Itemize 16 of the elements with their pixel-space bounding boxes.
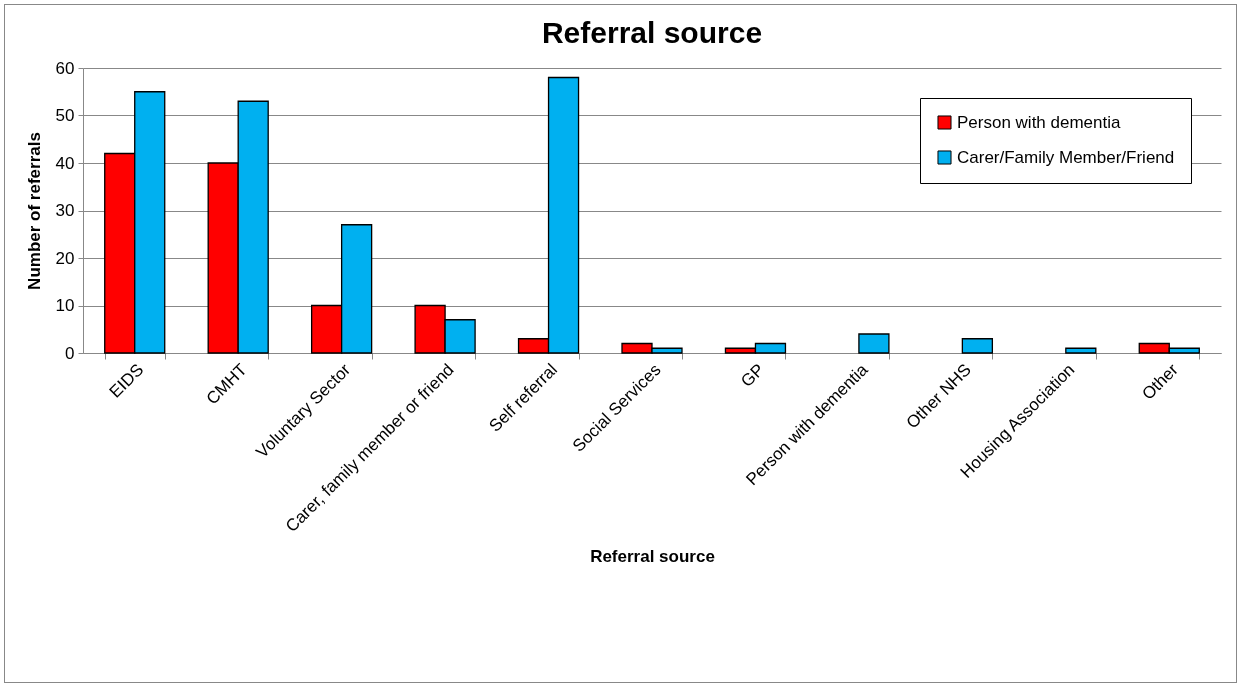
y-axis-title: Number of referrals [24, 132, 44, 290]
bar [961, 338, 994, 354]
legend-label: Person with dementia [957, 112, 1122, 132]
y-tick-label: 30 [55, 201, 75, 220]
x-axis-title: Referral source [590, 547, 715, 567]
chart-title: Referral source [541, 16, 763, 49]
bar [858, 333, 890, 354]
y-tick-label: 0 [65, 343, 75, 363]
bar [1065, 347, 1097, 354]
legend-label: Carer/Family Member/Friend [957, 147, 1175, 167]
x-tick-label: GP [737, 360, 768, 391]
y-tick-label: 50 [55, 106, 75, 125]
y-tick-label: 60 [55, 58, 75, 78]
y-tick-label: 40 [55, 153, 75, 173]
y-tick-label: 20 [55, 248, 75, 268]
y-tick-label: 10 [55, 296, 75, 315]
